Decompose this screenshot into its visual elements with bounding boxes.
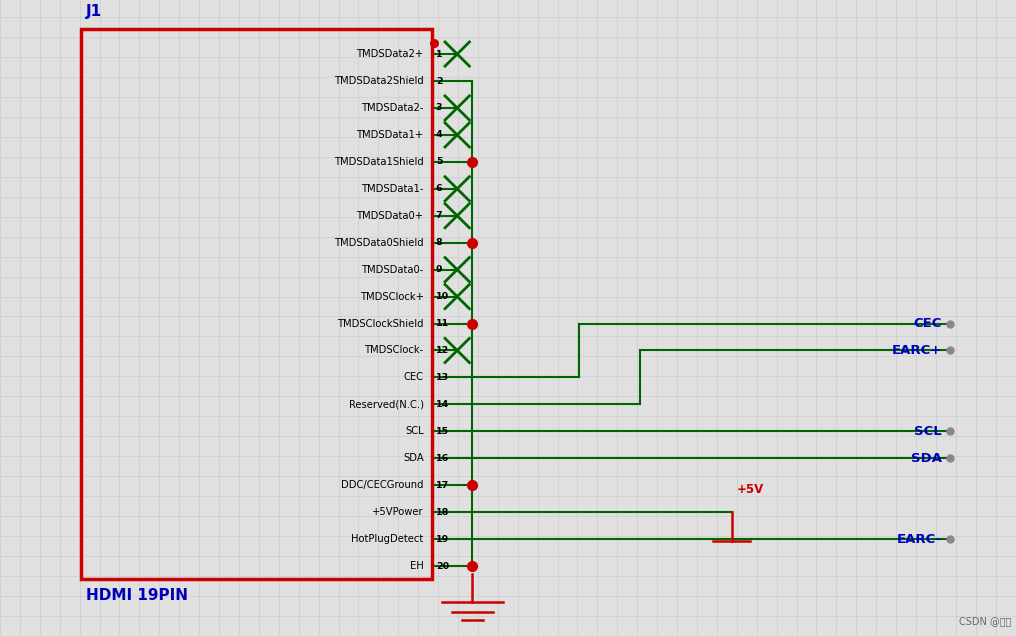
Text: 2: 2 [436, 76, 443, 85]
Text: SDA: SDA [403, 453, 424, 463]
Text: 18: 18 [436, 508, 449, 516]
Text: EH: EH [409, 561, 424, 571]
Text: 1: 1 [436, 50, 443, 59]
Text: 20: 20 [436, 562, 449, 570]
Text: EARC+: EARC+ [892, 344, 942, 357]
Text: CEC: CEC [403, 373, 424, 382]
Text: 16: 16 [436, 453, 449, 463]
Text: CEC: CEC [913, 317, 942, 330]
Text: TMDSData2+: TMDSData2+ [357, 49, 424, 59]
Text: TMDSData2-: TMDSData2- [361, 103, 424, 113]
Text: 15: 15 [436, 427, 449, 436]
Text: 3: 3 [436, 104, 442, 113]
Text: EARC-: EARC- [897, 532, 942, 546]
Text: TMDSData1Shield: TMDSData1Shield [334, 157, 424, 167]
Text: SCL: SCL [914, 425, 942, 438]
Text: TMDSData1-: TMDSData1- [361, 184, 424, 194]
Text: 12: 12 [436, 346, 449, 355]
Text: +5VPower: +5VPower [372, 507, 424, 517]
Text: 4: 4 [436, 130, 443, 139]
Text: Reserved(N.C.): Reserved(N.C.) [348, 399, 424, 410]
Text: TMDSClock+: TMDSClock+ [360, 291, 424, 301]
Text: DDC/CECGround: DDC/CECGround [341, 480, 424, 490]
Text: TMDSClock-: TMDSClock- [365, 345, 424, 356]
Bar [81, 29, 432, 579]
Text: CSDN @易板: CSDN @易板 [958, 616, 1011, 626]
Text: 14: 14 [436, 400, 449, 409]
Text: 6: 6 [436, 184, 443, 193]
Text: TMDSClockShield: TMDSClockShield [337, 319, 424, 329]
Text: +5V: +5V [737, 483, 764, 496]
Text: TMDSData1+: TMDSData1+ [357, 130, 424, 140]
Text: 17: 17 [436, 481, 449, 490]
Text: TMDSData0Shield: TMDSData0Shield [334, 238, 424, 247]
Text: TMDSData0-: TMDSData0- [362, 265, 424, 275]
Text: 8: 8 [436, 238, 443, 247]
Text: SCL: SCL [405, 426, 424, 436]
Text: 10: 10 [436, 292, 449, 301]
Text: 13: 13 [436, 373, 449, 382]
Text: 7: 7 [436, 211, 443, 220]
Text: 9: 9 [436, 265, 443, 274]
Text: HDMI 19PIN: HDMI 19PIN [86, 588, 188, 604]
Text: 11: 11 [436, 319, 449, 328]
Text: TMDSData2Shield: TMDSData2Shield [334, 76, 424, 86]
Text: SDA: SDA [910, 452, 942, 465]
Text: HotPlugDetect: HotPlugDetect [352, 534, 424, 544]
Text: TMDSData0+: TMDSData0+ [357, 211, 424, 221]
Text: 19: 19 [436, 535, 449, 544]
Text: J1: J1 [86, 4, 103, 19]
Text: 5: 5 [436, 157, 442, 167]
